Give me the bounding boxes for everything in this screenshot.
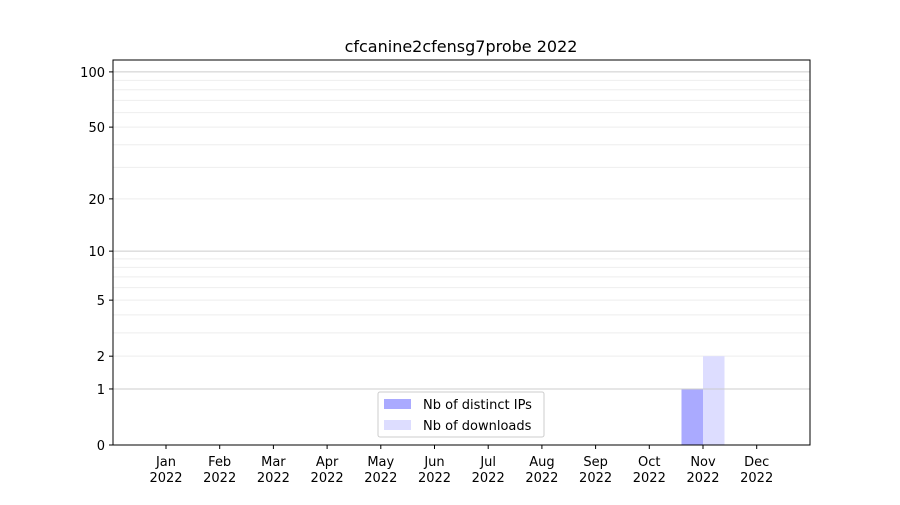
- plot-area-frame: [112, 59, 811, 446]
- legend-swatch-downloads: [384, 420, 411, 430]
- x-tick-label-year: 2022: [311, 471, 344, 486]
- x-tick-label-year: 2022: [203, 471, 236, 486]
- bar-downloads-nov: [703, 356, 725, 445]
- y-tick-label: 20: [88, 193, 105, 208]
- y-tick-label: 50: [88, 121, 105, 136]
- x-tick-label-month: Jun: [423, 455, 444, 470]
- x-tick-label-year: 2022: [149, 471, 182, 486]
- legend-label-downloads: Nb of downloads: [423, 419, 532, 434]
- y-tick-label: 1: [97, 383, 105, 398]
- y-tick-label: 2: [97, 350, 105, 365]
- y-tick-label: 5: [97, 294, 105, 309]
- chart-title: cfcanine2cfensg7probe 2022: [345, 37, 578, 56]
- legend-swatch-distinct-ips: [384, 399, 411, 409]
- x-tick-label-year: 2022: [418, 471, 451, 486]
- legend-label-distinct-ips: Nb of distinct IPs: [423, 398, 532, 413]
- x-tick-label-month: Oct: [638, 455, 660, 470]
- y-tick-label: 100: [80, 66, 105, 81]
- legend: Nb of distinct IPs Nb of downloads: [377, 391, 545, 438]
- x-tick-label-month: Mar: [261, 455, 286, 470]
- x-tick-label-year: 2022: [633, 471, 666, 486]
- x-tick-label-year: 2022: [740, 471, 773, 486]
- x-tick-label-month: May: [367, 455, 394, 470]
- x-tick-label-month: Dec: [744, 455, 769, 470]
- x-tick-label-month: Aug: [529, 455, 554, 470]
- y-tick-label: 10: [88, 245, 105, 260]
- bar-distinct-ips-nov: [681, 388, 703, 445]
- x-tick-label-year: 2022: [364, 471, 397, 486]
- x-tick-label-year: 2022: [686, 471, 719, 486]
- x-tick-label-month: Feb: [208, 455, 231, 470]
- y-tick-label: 0: [97, 439, 105, 454]
- x-tick-label-year: 2022: [579, 471, 612, 486]
- x-tick-label-month: Jan: [155, 455, 176, 470]
- x-tick-label-year: 2022: [525, 471, 558, 486]
- x-tick-label-month: Jul: [479, 455, 496, 470]
- x-tick-label-year: 2022: [472, 471, 505, 486]
- x-tick-label-month: Apr: [316, 455, 339, 470]
- x-tick-label-month: Sep: [583, 455, 608, 470]
- x-tick-label-year: 2022: [257, 471, 290, 486]
- x-tick-label-month: Nov: [690, 455, 716, 470]
